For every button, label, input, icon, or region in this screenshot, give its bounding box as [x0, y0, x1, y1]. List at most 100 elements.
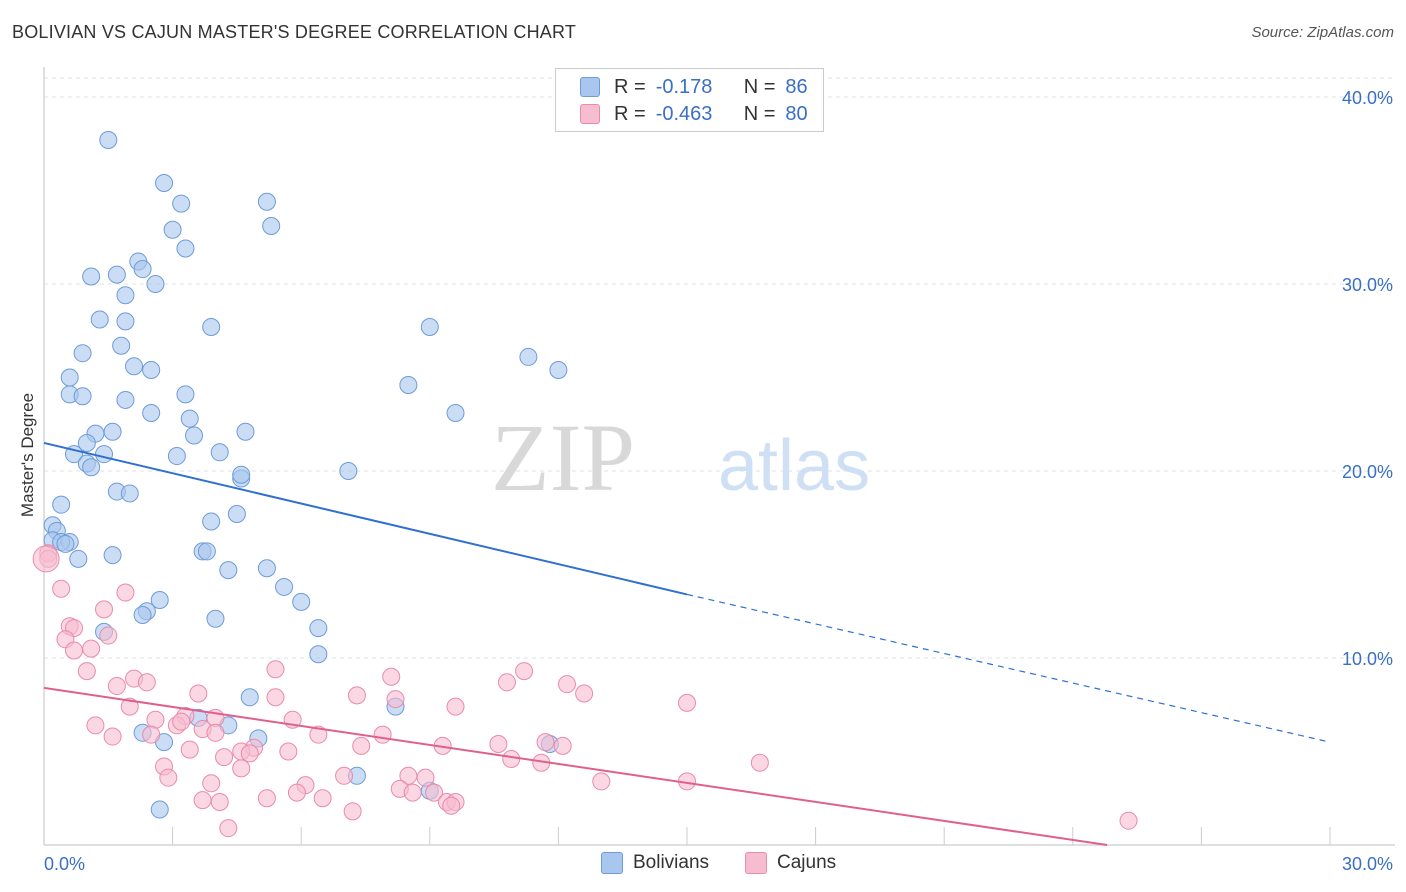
bolivian-point — [167, 447, 186, 466]
bolivian-point — [219, 561, 238, 580]
bolivian-point — [176, 385, 195, 404]
cajun-point — [575, 684, 594, 703]
cajun-point — [309, 725, 328, 744]
cajun-point — [279, 742, 298, 761]
legend-row-bolivians: R = -0.178 N = 86 — [580, 74, 808, 100]
cajun-point — [172, 712, 191, 731]
bolivian-point — [446, 404, 465, 423]
bolivians-r-value: -0.178 — [655, 75, 713, 98]
bolivian-point — [120, 484, 139, 503]
bolivian-point — [52, 495, 71, 514]
bolivian-point — [150, 800, 169, 819]
cajun-point — [347, 686, 366, 705]
bolivian-point — [240, 688, 259, 707]
cajun-point — [257, 789, 276, 808]
cajun-point — [52, 579, 71, 598]
bolivians-legend-label: Bolivians — [633, 852, 710, 873]
correlation-legend: R = -0.178 N = 86 R = -0.463 N = 80 — [555, 68, 824, 132]
y-tick-label: 10.0% — [1342, 649, 1393, 669]
tick-labels: 10.0% 20.0% 30.0% 40.0% 0.0% 30.0% — [44, 88, 1393, 874]
bolivians-swatch — [580, 77, 600, 97]
y-tick-label: 40.0% — [1342, 88, 1393, 108]
cajun-point — [82, 639, 101, 658]
cajun-point — [416, 768, 435, 787]
cajun-point — [557, 675, 576, 694]
cajun-point — [142, 725, 161, 744]
cajun-point — [335, 766, 354, 785]
cajun-point — [107, 677, 126, 696]
cajuns-swatch — [580, 104, 600, 124]
cajun-point — [210, 792, 229, 811]
cajun-point — [99, 626, 118, 645]
cajun-point — [750, 753, 769, 772]
chart-source: Source: ZipAtlas.com — [1251, 24, 1394, 41]
bolivian-point — [420, 318, 439, 337]
cajun-point — [86, 716, 105, 735]
cajuns-legend-label: Cajuns — [777, 852, 837, 873]
cajun-point — [502, 749, 521, 768]
data-points — [32, 131, 1138, 838]
cajun-point — [146, 710, 165, 729]
bolivian-point — [155, 174, 174, 193]
bolivians-trend-extension — [686, 593, 1331, 743]
bolivians-n-value: 86 — [785, 75, 808, 98]
legend-row-cajuns: R = -0.463 N = 80 — [580, 101, 808, 127]
bolivians-legend-swatch — [601, 852, 623, 874]
bolivian-point — [309, 645, 328, 664]
cajuns-legend-swatch — [745, 852, 767, 874]
bolivian-point — [163, 220, 182, 239]
y-axis-label: Master's Degree — [18, 392, 37, 518]
n-label: N = — [743, 75, 776, 98]
cajun-point — [343, 802, 362, 821]
cajun-point — [553, 736, 572, 755]
bolivian-point — [549, 361, 568, 380]
bolivian-point — [82, 458, 101, 477]
cajun-point — [536, 733, 555, 752]
cajun-point — [1119, 811, 1138, 830]
cajun-point — [137, 673, 156, 692]
bolivian-point — [73, 344, 92, 363]
bolivian-point — [210, 443, 229, 462]
bolivian-point — [275, 577, 294, 596]
bolivian-point — [292, 592, 311, 611]
cajun-point — [515, 662, 534, 681]
bolivian-point — [202, 512, 221, 531]
bolivian-point — [180, 409, 199, 428]
n-label: N = — [743, 102, 776, 125]
cajun-point — [189, 684, 208, 703]
bolivian-point — [99, 131, 118, 150]
cajun-point — [215, 748, 234, 767]
cajun-point — [287, 783, 306, 802]
cajun-point — [678, 693, 696, 712]
cajun-point — [120, 697, 139, 716]
cajun-point — [95, 600, 114, 619]
bolivian-point — [236, 422, 255, 441]
cajun-point — [266, 688, 285, 707]
y-tick-label: 30.0% — [1342, 275, 1393, 295]
bolivian-point — [142, 404, 161, 423]
r-label: R = — [614, 75, 646, 98]
cajun-point — [403, 783, 422, 802]
axes — [43, 67, 1395, 846]
bolivian-point — [232, 465, 251, 484]
chart-title: BOLIVIAN VS CAJUN MASTER'S DEGREE CORREL… — [12, 22, 577, 42]
cajun-point — [240, 744, 259, 763]
bolivian-point — [257, 559, 276, 578]
bolivian-point — [95, 445, 114, 464]
cajun-point — [232, 759, 251, 778]
bolivian-point — [112, 336, 131, 355]
x-tick-label: 30.0% — [1342, 854, 1393, 874]
bolivian-point — [150, 591, 169, 610]
bolivian-point — [262, 217, 281, 236]
bolivian-point — [257, 192, 276, 211]
cajun-point — [446, 697, 465, 716]
bolivians-trend-line — [43, 441, 688, 596]
bolivian-point — [146, 275, 165, 293]
cajuns-trend-line — [43, 686, 1108, 846]
watermark-zip: ZIP — [491, 404, 635, 511]
bolivian-point — [60, 368, 79, 387]
bolivian-point — [227, 505, 246, 524]
cajun-point — [497, 673, 516, 692]
bolivian-point — [399, 375, 418, 394]
